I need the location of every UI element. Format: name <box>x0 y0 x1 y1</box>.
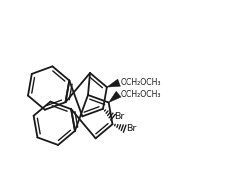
Polygon shape <box>109 91 121 102</box>
Text: OCH₂OCH₃: OCH₂OCH₃ <box>121 90 161 99</box>
Text: Br: Br <box>114 112 125 121</box>
Text: OCH₂OCH₃: OCH₂OCH₃ <box>121 78 162 87</box>
Text: Br: Br <box>126 124 137 133</box>
Polygon shape <box>107 79 120 87</box>
